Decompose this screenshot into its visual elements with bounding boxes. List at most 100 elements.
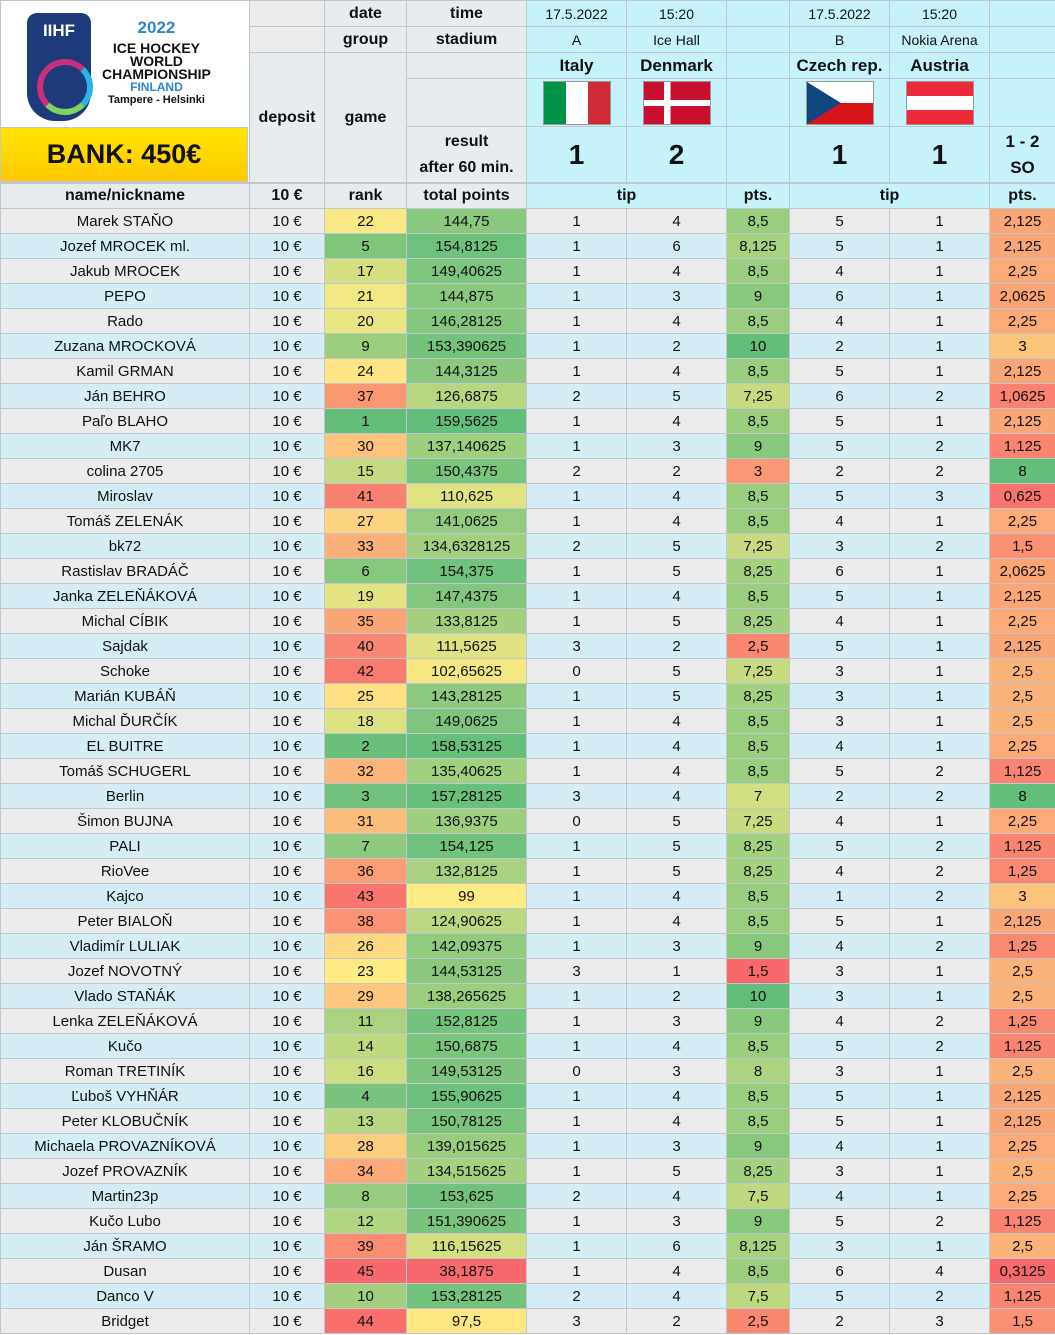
pts2-cell: 2,5: [989, 1233, 1055, 1259]
tip1-away-cell: 4: [625, 1283, 728, 1309]
tip2-away-cell: 3: [889, 1308, 991, 1334]
tip1-away-cell: 2: [625, 458, 728, 484]
player-name: Tomáš ZELENÁK: [0, 508, 250, 534]
tip1-home-cell: 0: [526, 1058, 627, 1084]
pts1-cell: 7,25: [726, 533, 791, 559]
tip2-home-cell: 3: [789, 683, 891, 709]
deposit-cell: 10 €: [249, 1108, 325, 1134]
tip1-home-cell: 2: [526, 383, 627, 409]
table-row: EL BUITRE 10 €2 158,53125 1 4 8,5 4 1 2,25: [0, 733, 1055, 759]
pts1-cell: 8,25: [726, 833, 791, 859]
tip2-away-cell: 2: [889, 533, 991, 559]
deposit-cell: 10 €: [249, 983, 325, 1009]
table-row: Rado 10 €20 146,28125 1 4 8,5 4 1 2,25: [0, 308, 1055, 334]
tip2-home-cell: 5: [789, 833, 891, 859]
tip1-home-cell: 3: [526, 958, 627, 984]
tip2-home-cell: 3: [789, 958, 891, 984]
total-points-cell: 149,0625: [406, 708, 527, 734]
tip2-away-cell: 2: [889, 383, 991, 409]
tip1-home-cell: 1: [526, 508, 627, 534]
deposit-cell: 10 €: [249, 383, 325, 409]
total-points-cell: 158,53125: [406, 733, 527, 759]
tip1-home-cell: 1: [526, 558, 627, 584]
rank-cell: 8: [324, 1183, 407, 1209]
tip2-away-cell: 2: [889, 783, 991, 809]
total-points-cell: 136,9375: [406, 808, 527, 834]
rank-header: rank: [324, 183, 407, 209]
tip2-away-cell: 1: [889, 558, 991, 584]
tip1-home-cell: 1: [526, 933, 627, 959]
pts2-cell: 2,5: [989, 1158, 1055, 1184]
tip1-away-cell: 4: [625, 483, 728, 509]
match2-away-score: 1: [889, 126, 990, 183]
match2-away-team: Austria: [889, 52, 990, 79]
total-points-cell: 144,53125: [406, 958, 527, 984]
rank-cell: 29: [324, 983, 407, 1009]
player-name: RioVee: [0, 858, 250, 884]
player-name: bk72: [0, 533, 250, 559]
tip2-away-cell: 1: [889, 808, 991, 834]
match2-stadium: Nokia Arena: [889, 26, 990, 53]
denmark-flag-icon: [642, 80, 711, 125]
tip2-away-cell: 2: [889, 1033, 991, 1059]
deposit-cell: 10 €: [249, 1058, 325, 1084]
pts2-cell: 1,125: [989, 1283, 1055, 1309]
pts1-cell: 9: [726, 283, 791, 309]
tip1-away-cell: 4: [625, 783, 728, 809]
deposit-cell: 10 €: [249, 833, 325, 859]
tip2-home-cell: 4: [789, 733, 891, 759]
pts1-cell: 8,5: [726, 1108, 791, 1134]
rank-cell: 38: [324, 908, 407, 934]
tip2-away-cell: 4: [889, 1258, 991, 1284]
table-row: Ján BEHRO 10 €37 126,6875 2 5 7,25 6 2 1,0625: [0, 383, 1055, 409]
pts1-cell: 3: [726, 458, 791, 484]
tip2-away-cell: 1: [889, 958, 991, 984]
pts2-cell: 2,125: [989, 408, 1055, 434]
total-points-cell: 97,5: [406, 1308, 527, 1334]
tip1-away-cell: 4: [625, 408, 728, 434]
player-name: Jakub MROCEK: [0, 258, 250, 284]
total-points-cell: 132,8125: [406, 858, 527, 884]
tip2-home-cell: 5: [789, 633, 891, 659]
match2-shootout-note: 1 - 2 SO: [989, 126, 1055, 183]
deposit-cell: 10 €: [249, 733, 325, 759]
rank-cell: 20: [324, 308, 407, 334]
pts1-cell: 8,5: [726, 1258, 791, 1284]
pts1-cell: 8,25: [726, 558, 791, 584]
rank-cell: 15: [324, 458, 407, 484]
tip1-home-cell: 1: [526, 733, 627, 759]
tip2-away-cell: 2: [889, 1283, 991, 1309]
tip1-home-cell: 1: [526, 908, 627, 934]
tip2-home-cell: 5: [789, 583, 891, 609]
tip2-away-cell: 2: [889, 758, 991, 784]
tip2-away-cell: 1: [889, 983, 991, 1009]
deposit-cell: 10 €: [249, 1308, 325, 1334]
pts1-cell: 2,5: [726, 633, 791, 659]
stadium-label: stadium: [406, 26, 527, 53]
pts1-cell: 8,5: [726, 733, 791, 759]
player-name: Ján BEHRO: [0, 383, 250, 409]
table-row: Michal CÍBIK 10 €35 133,8125 1 5 8,25 4 1 2,25: [0, 608, 1055, 634]
deposit-cell: 10 €: [249, 858, 325, 884]
tip1-away-cell: 4: [625, 1033, 728, 1059]
deposit-cell: 10 €: [249, 283, 325, 309]
pts1-cell: 8,25: [726, 683, 791, 709]
pts2-cell: 2,125: [989, 208, 1055, 234]
table-row: Šimon BUJNA 10 €31 136,9375 0 5 7,25 4 1 2,25: [0, 808, 1055, 834]
table-row: Kučo Lubo 10 €12 151,390625 1 3 9 5 2 1,125: [0, 1208, 1055, 1234]
rank-cell: 12: [324, 1208, 407, 1234]
tip2-away-cell: 1: [889, 658, 991, 684]
pts2-cell: 2,125: [989, 233, 1055, 259]
player-name: Kučo Lubo: [0, 1208, 250, 1234]
total-points-cell: 135,40625: [406, 758, 527, 784]
tip2-away-cell: 1: [889, 408, 991, 434]
tip1-home-cell: 1: [526, 283, 627, 309]
total-points-cell: 110,625: [406, 483, 527, 509]
pts2-cell: 2,125: [989, 633, 1055, 659]
pts2-cell: 8: [989, 458, 1055, 484]
pts2-cell: 2,125: [989, 1108, 1055, 1134]
table-row: Kučo 10 €14 150,6875 1 4 8,5 5 2 1,125: [0, 1033, 1055, 1059]
pts2-header: pts.: [989, 183, 1055, 209]
table-row: Ján ŠRAMO 10 €39 116,15625 1 6 8,125 3 1 2,5: [0, 1233, 1055, 1259]
table-row: Ľuboš VYHŇÁR 10 €4 155,90625 1 4 8,5 5 1 2,125: [0, 1083, 1055, 1109]
